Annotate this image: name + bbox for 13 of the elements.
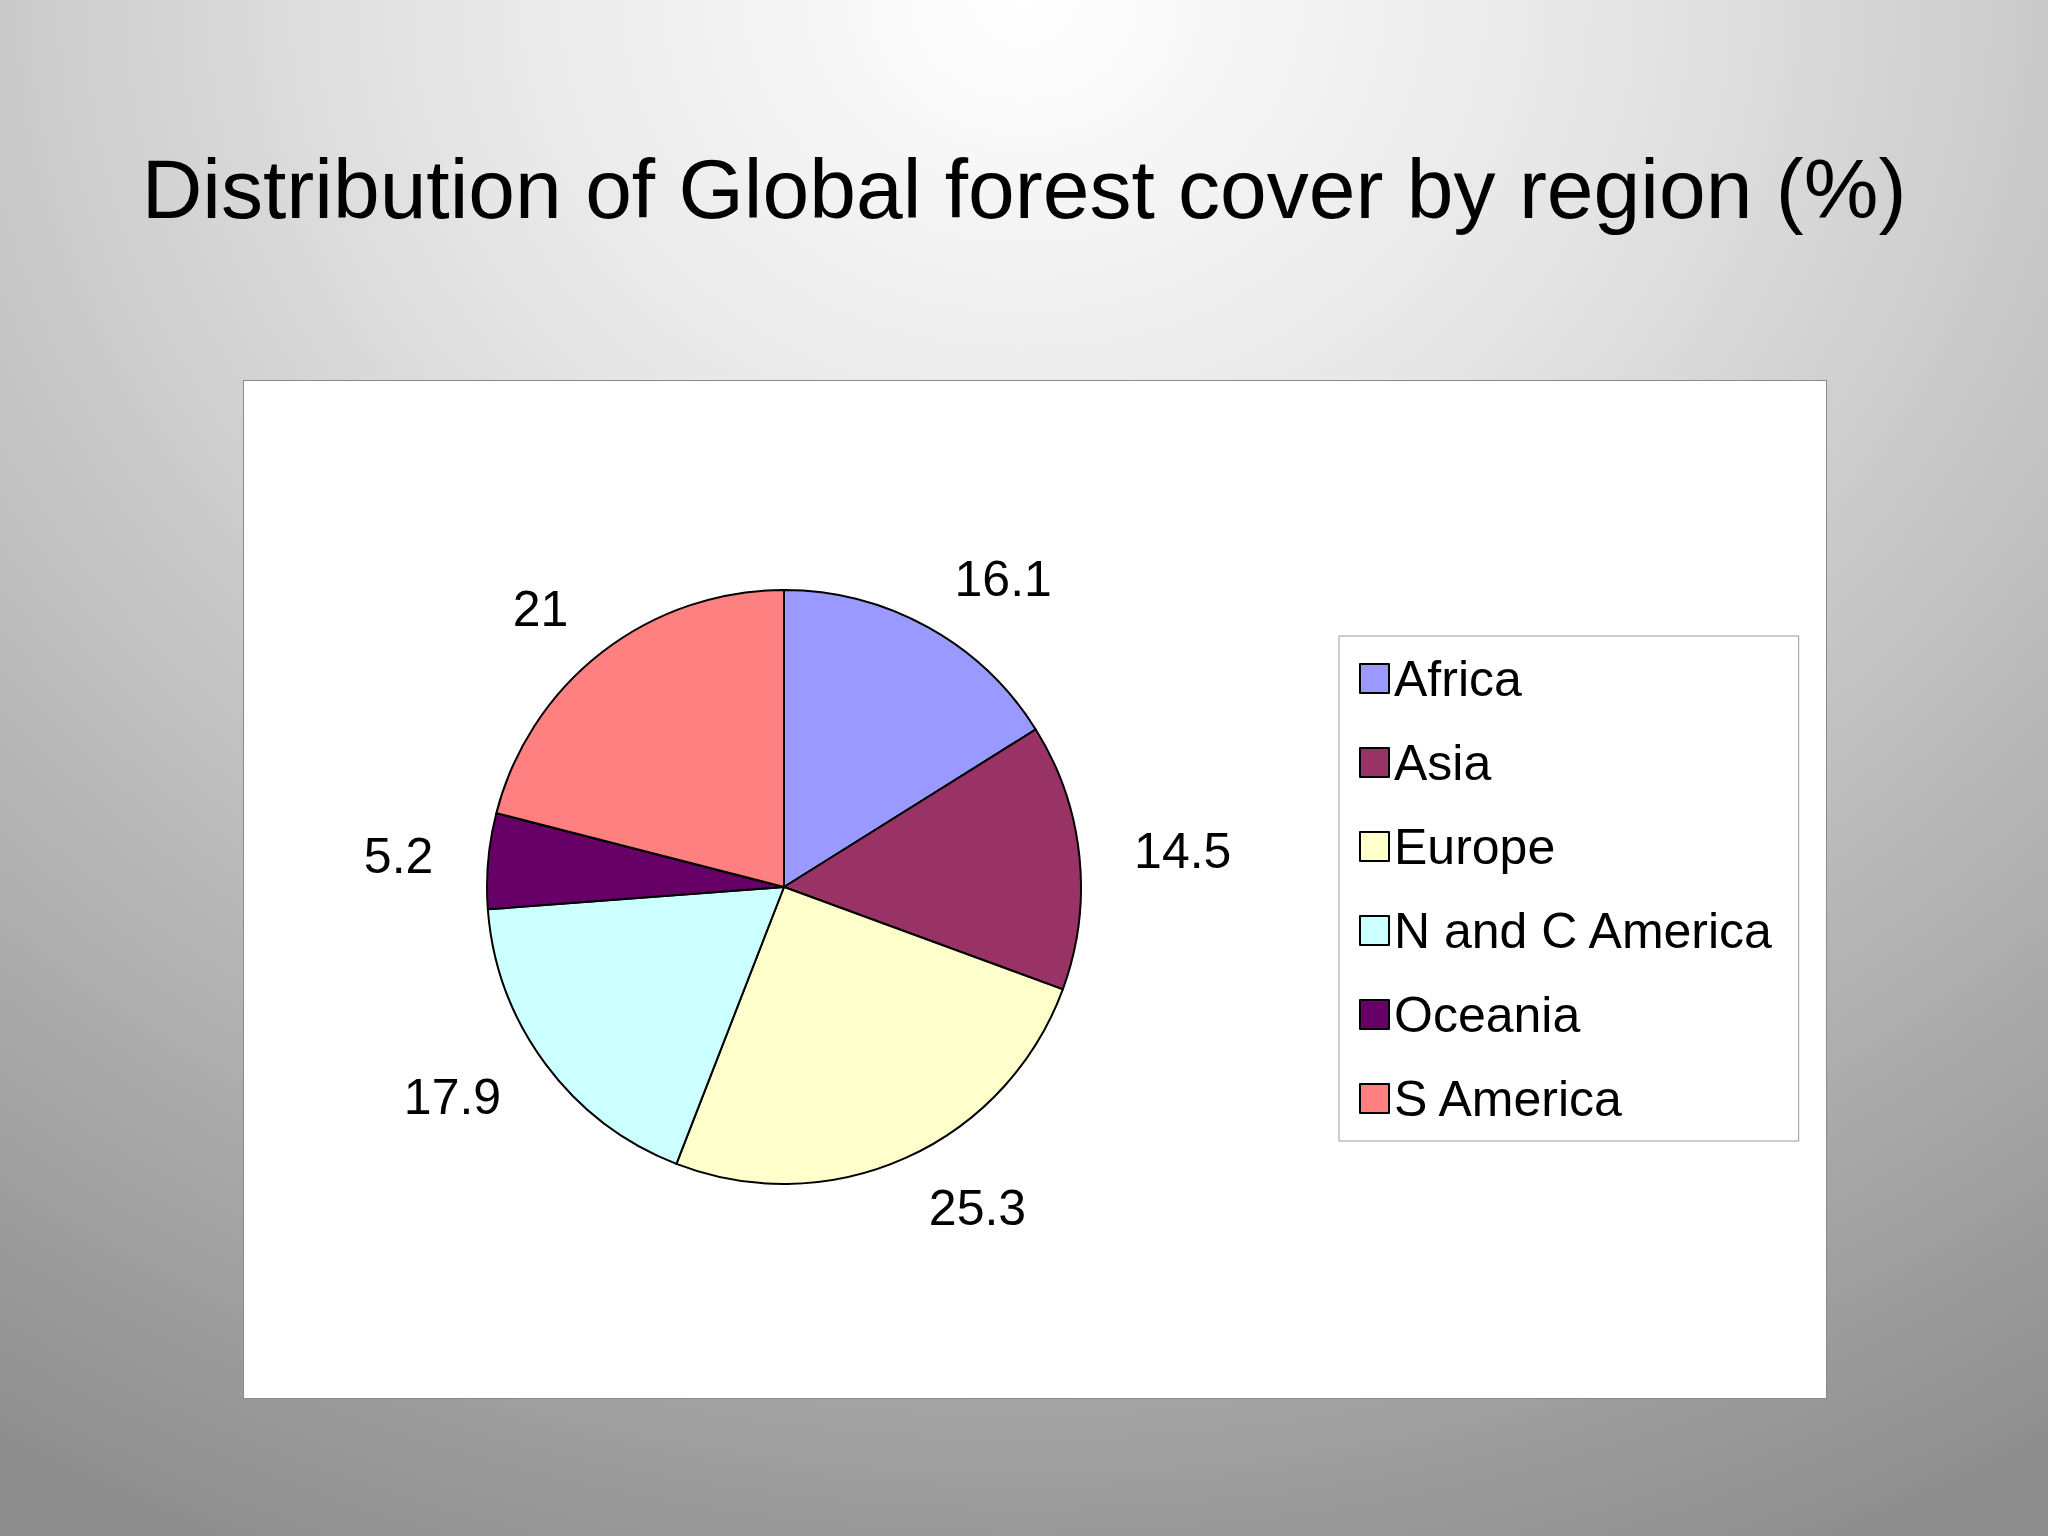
data-label: 25.3 bbox=[928, 1179, 1027, 1236]
data-label: 21 bbox=[512, 580, 569, 637]
legend-label: Europe bbox=[1394, 818, 1556, 875]
data-label: 17.9 bbox=[403, 1068, 502, 1125]
legend-label: Africa bbox=[1394, 650, 1522, 707]
chart-title: Distribution of Global forest cover by region (%) bbox=[141, 142, 1907, 236]
data-label: 5.2 bbox=[363, 828, 434, 885]
data-label: 16.1 bbox=[954, 551, 1052, 608]
legend-label: S America bbox=[1394, 1070, 1623, 1127]
legend-label: N and C America bbox=[1394, 902, 1773, 959]
legend-label: Asia bbox=[1394, 734, 1492, 791]
legend-label: Oceania bbox=[1394, 986, 1581, 1043]
data-label: 14.5 bbox=[1134, 822, 1232, 879]
